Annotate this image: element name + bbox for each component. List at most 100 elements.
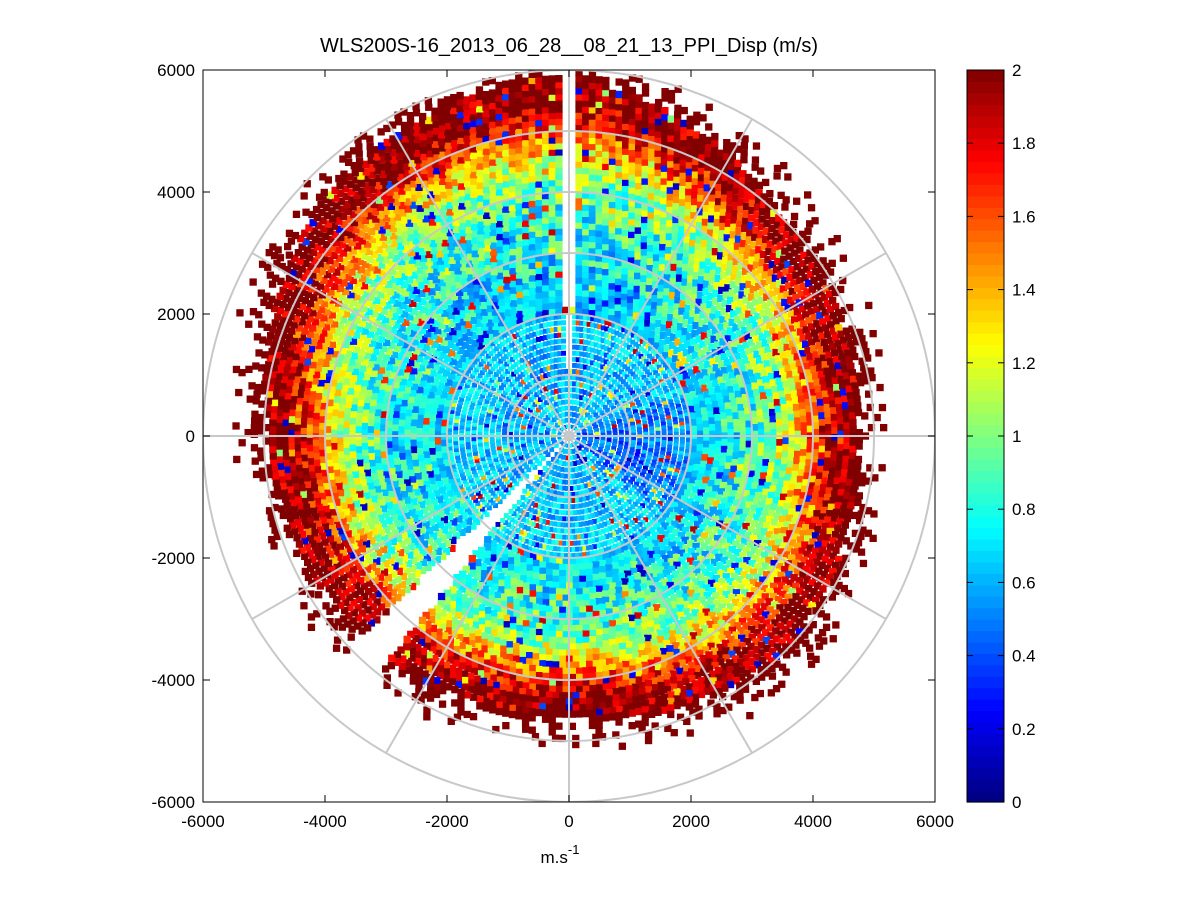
ppi-cell [499,607,508,615]
ppi-cell [701,355,709,363]
ppi-cell [525,532,531,538]
ppi-cell [485,573,493,581]
ppi-cell [557,375,563,381]
ppi-cell [550,358,556,364]
ppi-cell [473,573,481,581]
ppi-cell [502,425,508,431]
ppi-cell [401,520,409,529]
ppi-cell [441,412,449,420]
ppi-cell [702,601,710,609]
ppi-cell [747,390,755,399]
ppi-cell [531,653,540,661]
ppi-cell [712,364,720,372]
ppi-cell [365,531,373,539]
ppi-cell [568,306,576,314]
ppi-cell [461,292,469,300]
ppi-cell [745,573,754,582]
ppi-cell [621,235,629,243]
ppi-cell [486,473,492,479]
ppi-cell [575,534,581,540]
ppi-cell [769,408,777,417]
ppi-cell [648,346,653,352]
ppi-cell [388,522,396,531]
ppi-cell [409,565,417,573]
ppi-cell [755,402,763,410]
ppi-cell [523,545,529,550]
ppi-cell [361,358,369,366]
ppi-cell [645,514,651,520]
ppi-cell [612,408,618,414]
ppi-cell [510,416,516,422]
ppi-cell [657,501,663,506]
ppi-cell [762,405,770,413]
ppi-cell [575,221,583,229]
ppi-cell [628,633,636,642]
ppi-cell [758,517,766,525]
ppi-cell [433,437,441,445]
ppi-cell [466,419,472,424]
ppi-cell [360,342,369,350]
ppi-cell [459,381,464,387]
ppi-cell [581,490,586,496]
ppi-cell [670,478,676,484]
ppi-cell [409,523,417,531]
ppi-cell [621,371,627,377]
ppi-cell [702,492,711,500]
ppi-cell [434,450,443,459]
ppi-cell [631,484,637,490]
ppi-cell [395,557,403,565]
ppi-cell [672,355,680,363]
ppi-cell [639,281,647,289]
ppi-cell [528,255,536,263]
ppi-cell [621,584,629,592]
ppi-cell [581,527,587,533]
ppi-cell [617,573,625,581]
ppi-cell [495,430,501,436]
ppi-cell [648,502,654,508]
ppi-cell [737,584,745,592]
ppi-cell [507,482,513,488]
ppi-cell [510,390,516,395]
ppi-cell [537,470,543,475]
ppi-cell [627,256,636,264]
ppi-cell [665,455,671,461]
ppi-cell [582,371,588,376]
ppi-cell [628,361,634,367]
ppi-cell [735,470,743,478]
ppi-cell [384,434,393,442]
ppi-cell [611,446,616,451]
ppi-cell [539,323,545,329]
ppi-cell [471,600,480,609]
ppi-cell [390,387,398,395]
ppi-cell [541,629,550,638]
ppi-cell [372,478,380,487]
ppi-cell [515,325,521,331]
ppi-cell [490,490,496,496]
ppi-cell [520,397,526,403]
ppi-cell [600,364,606,370]
ppi-cell [564,411,570,417]
ppi-cell [678,414,684,420]
ppi-cell [564,393,570,399]
ppi-cell [453,374,462,382]
ppi-cell [686,399,694,407]
ppi-cell [510,539,516,544]
ppi-cell [621,222,630,230]
ppi-cell [336,444,344,452]
ppi-cell [475,319,483,328]
ppi-cell [768,462,776,470]
ppi-cell [444,465,452,473]
ppi-cell [461,389,467,395]
ppi-cell [562,492,568,497]
ppi-cell [613,365,619,370]
ppi-cell [674,484,680,489]
ppi-cell [512,611,520,619]
ppi-cell [453,421,459,427]
ppi-cell [439,425,448,433]
ppi-cell [572,381,577,387]
ppi-cell [499,396,504,402]
ppi-cell [491,583,499,591]
ppi-cell [639,339,645,344]
ppi-cell [623,570,632,578]
ppi-cell [676,374,685,382]
